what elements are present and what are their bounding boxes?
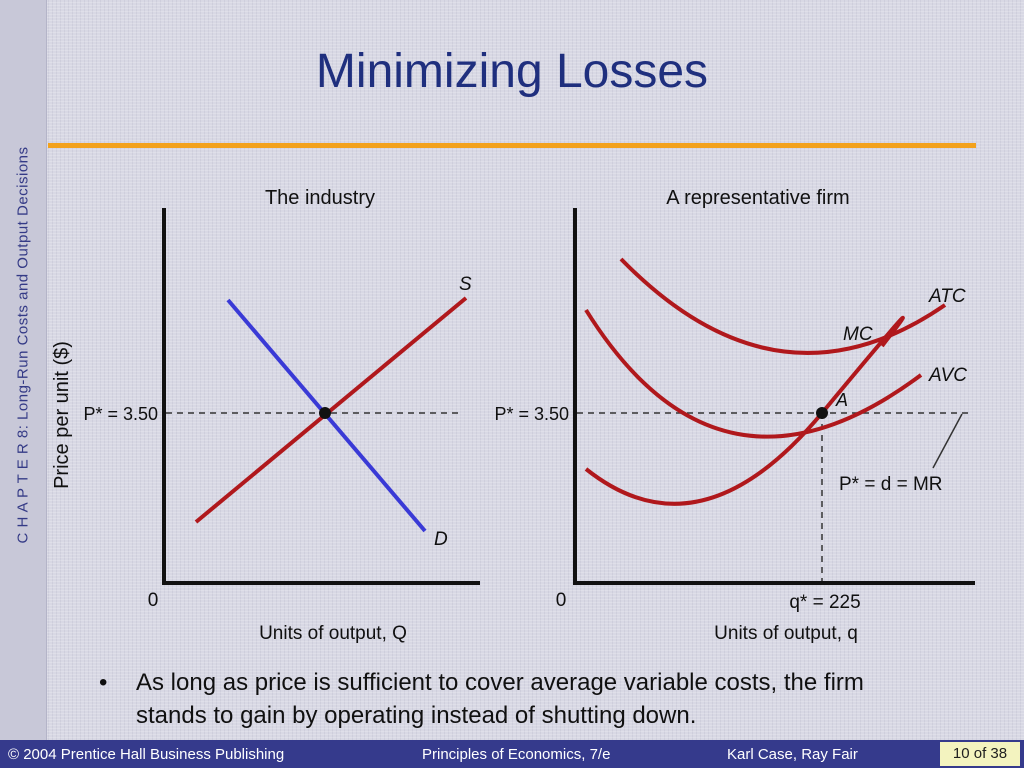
point-a-label: A — [835, 390, 848, 410]
economics-figure: The industry A representative firm Price… — [51, 187, 975, 644]
industry-equilibrium-point — [319, 407, 331, 419]
footer-copyright: © 2004 Prentice Hall Business Publishing — [8, 746, 285, 763]
mc-curve — [584, 315, 905, 506]
firm-demand-label: P* = d = MR — [839, 474, 943, 495]
industry-axes — [162, 208, 480, 585]
demand-label: D — [434, 529, 448, 550]
firm-point-a — [816, 407, 828, 419]
industry-origin-label: 0 — [148, 590, 159, 611]
atc-curve — [619, 257, 947, 355]
supply-label: S — [459, 274, 472, 295]
bullet-dot: • — [99, 669, 108, 696]
avc-label: AVC — [928, 365, 967, 386]
footer-authors: Karl Case, Ray Fair — [727, 746, 858, 763]
bullet-list: • As long as price is sufficient to cove… — [96, 666, 936, 732]
demand-label-pointer — [932, 413, 963, 469]
page-number: 10 of 38 — [940, 742, 1020, 766]
bullet-text: As long as price is sufficient to cover … — [136, 669, 864, 729]
firm-x-axis-label: Units of output, q — [714, 623, 858, 644]
side-band: C H A P T E R 8: Long-Run Costs and Outp… — [0, 0, 47, 740]
y-axis-label: Price per unit ($) — [51, 341, 73, 489]
industry-title: The industry — [265, 187, 375, 209]
firm-title: A representative firm — [666, 187, 849, 209]
slide-title: Minimizing Losses — [315, 45, 709, 98]
industry-x-axis-label: Units of output, Q — [259, 623, 407, 644]
avc-curve — [584, 308, 923, 439]
footer-bar: © 2004 Prentice Hall Business Publishing… — [0, 740, 1024, 768]
industry-price-label: P* = 3.50 — [83, 404, 158, 424]
firm-price-label: P* = 3.50 — [494, 404, 569, 424]
title-rule — [48, 143, 976, 148]
footer-book: Principles of Economics, 7/e — [422, 746, 611, 763]
mc-label: MC — [843, 324, 873, 345]
firm-axes — [573, 208, 975, 585]
supply-curve — [194, 296, 468, 524]
firm-quantity-label: q* = 225 — [789, 592, 860, 613]
firm-origin-label: 0 — [556, 590, 567, 611]
atc-label: ATC — [928, 286, 966, 307]
bullet-item: • As long as price is sufficient to cove… — [96, 666, 936, 732]
